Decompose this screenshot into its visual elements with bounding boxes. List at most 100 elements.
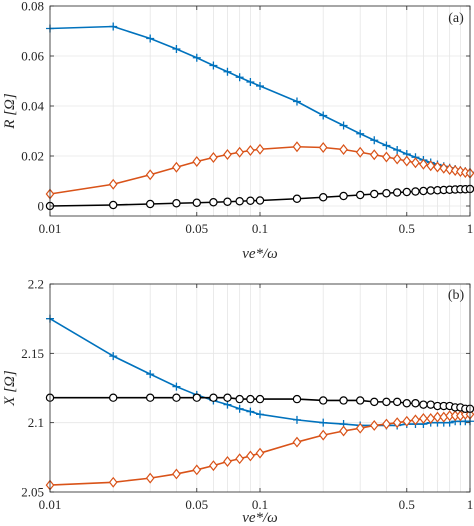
data-point <box>392 397 402 407</box>
data-point <box>145 393 155 402</box>
data-point <box>419 400 428 409</box>
data-point <box>192 393 201 402</box>
y-axis-label: X [Ω] <box>2 370 18 407</box>
data-point <box>109 352 118 361</box>
x-tick-label: 0.05 <box>185 497 208 512</box>
data-point <box>356 129 365 138</box>
data-point <box>419 158 428 170</box>
grid-b <box>49 283 470 493</box>
data-point <box>382 418 391 430</box>
data-point <box>108 178 118 190</box>
x-tick-label: 0.5 <box>399 221 415 236</box>
data-point <box>235 404 244 413</box>
data-point <box>319 193 328 202</box>
data-point <box>209 152 218 163</box>
data-point <box>145 199 155 209</box>
data-point <box>450 165 460 176</box>
data-point <box>433 161 442 173</box>
data-point <box>209 393 218 402</box>
data-point <box>402 187 411 197</box>
data-point <box>223 456 232 467</box>
x-tick-label: 0.1 <box>252 497 268 512</box>
data-point <box>246 145 255 156</box>
data-point <box>402 399 411 408</box>
x-tick-label: 0.01 <box>39 221 62 236</box>
data-point <box>318 429 328 441</box>
y-axis-label: R [Ω] <box>2 93 18 130</box>
data-point <box>382 189 391 198</box>
data-point <box>223 149 232 160</box>
data-point <box>172 468 181 480</box>
data-point <box>411 187 420 196</box>
data-point <box>246 407 255 416</box>
data-point <box>456 166 465 177</box>
data-point <box>145 472 155 484</box>
data-point <box>402 155 412 167</box>
data-point <box>255 196 265 205</box>
data-point <box>235 146 245 158</box>
data-point <box>419 186 428 196</box>
data-point <box>256 82 264 90</box>
data-point <box>209 61 218 70</box>
data-point <box>192 53 201 62</box>
data-point <box>256 410 264 419</box>
data-point <box>393 146 402 154</box>
data-point <box>108 476 118 488</box>
data-point <box>235 453 245 465</box>
data-point <box>392 153 402 165</box>
data-point <box>419 413 428 424</box>
data-point <box>223 400 232 409</box>
data-point <box>292 141 302 153</box>
data-point <box>319 111 328 120</box>
x-axis-label: νe*/ω <box>242 246 278 262</box>
data-point <box>223 393 232 402</box>
x-tick-label: 0.01 <box>39 497 62 512</box>
data-point <box>192 464 202 476</box>
data-point <box>392 188 402 197</box>
data-point <box>339 425 348 437</box>
data-point <box>255 143 265 155</box>
series-circle <box>45 393 474 413</box>
data-point <box>209 460 218 472</box>
data-point <box>370 397 379 407</box>
panel-label: (b) <box>448 288 465 303</box>
data-point <box>235 394 244 404</box>
data-point <box>392 417 402 429</box>
y-tick-label: 0.02 <box>21 149 44 164</box>
data-point <box>382 151 391 163</box>
y-tick-label: 0 <box>38 199 45 214</box>
data-point <box>433 411 442 423</box>
data-point <box>172 393 181 402</box>
ticks-b: 0.01 0.05 0.1 0.5 1 2.05 2.1 2.15 2.2 <box>21 277 473 513</box>
data-point <box>246 450 255 462</box>
data-point <box>146 370 155 379</box>
data-point <box>209 198 218 207</box>
series-diamond <box>45 141 474 200</box>
data-point <box>192 198 201 207</box>
panel-b: 0.01 0.05 0.1 0.5 1 2.05 2.1 2.15 2.2 X [Ω] νe*/… <box>2 277 474 526</box>
data-point <box>172 45 181 53</box>
data-point <box>192 156 202 167</box>
data-point <box>411 399 420 408</box>
x-tick-label: 0.1 <box>252 221 268 236</box>
x-tick-label: 0.05 <box>185 221 208 236</box>
x-tick-label: 0.5 <box>399 497 415 512</box>
y-tick-label: 0.08 <box>21 0 44 14</box>
data-point <box>426 186 435 195</box>
y-tick-label: 0.04 <box>21 99 44 114</box>
data-point <box>172 199 181 208</box>
y-tick-label: 0.06 <box>21 49 44 64</box>
data-point <box>109 22 118 31</box>
data-point <box>439 162 449 174</box>
data-point <box>246 78 255 86</box>
data-point <box>172 161 181 173</box>
data-point <box>355 396 365 405</box>
data-point <box>223 67 232 76</box>
data-point <box>355 190 365 200</box>
data-point <box>370 189 379 199</box>
data-point <box>370 136 379 145</box>
data-point <box>235 73 244 82</box>
data-point <box>411 414 420 426</box>
data-point <box>426 160 436 172</box>
